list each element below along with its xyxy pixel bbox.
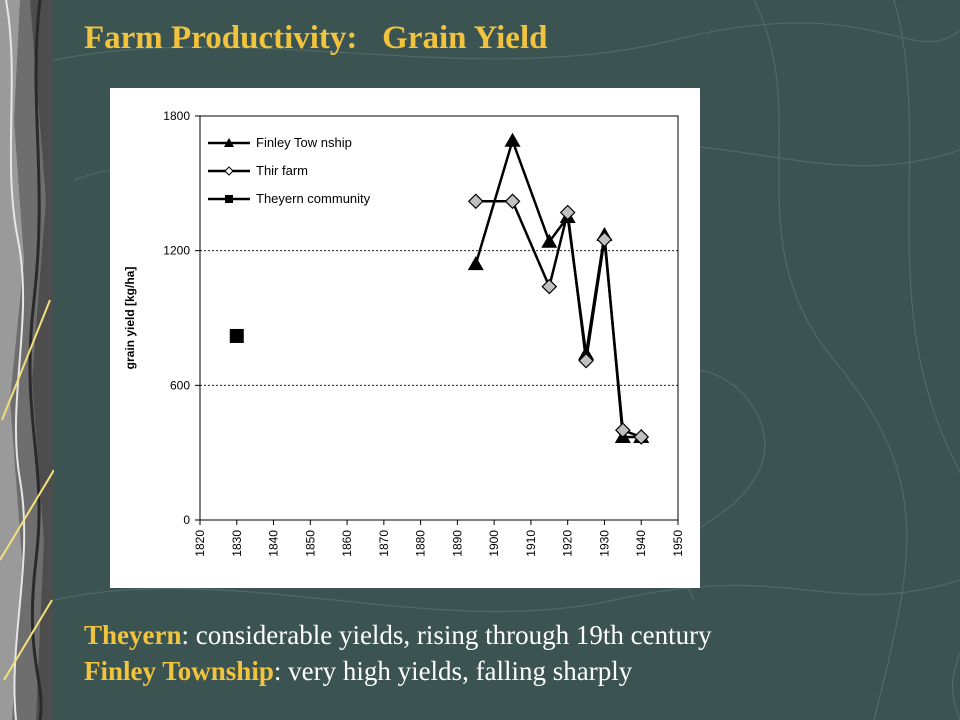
decorative-map-strip: [0, 0, 54, 720]
x-tick-label: 1920: [561, 530, 575, 557]
x-tick-label: 1840: [267, 530, 281, 557]
point-triangle: [541, 233, 558, 248]
chart-panel: 0 600 1200 1800 1820 1830 1840 1850 1860 1870 1880…: [110, 88, 700, 588]
y-tick-label: 0: [183, 513, 190, 527]
caption-line-finley: Finley Township: very high yields, falli…: [84, 656, 632, 687]
x-tick-label: 1950: [671, 530, 685, 557]
legend-marker-diamond: [224, 166, 234, 176]
legend-marker-square: [225, 195, 233, 203]
point-triangle: [504, 132, 521, 147]
y-tick-label: 1800: [163, 109, 190, 123]
legend-marker-triangle: [224, 138, 234, 147]
legend-label: Theyern community: [256, 191, 371, 206]
legend-label: Finley Tow nship: [256, 135, 352, 150]
point-diamond: [633, 429, 650, 445]
point-triangle: [467, 256, 484, 271]
point-diamond: [596, 231, 613, 248]
point-diamond: [559, 204, 576, 221]
caption-text-finley: : very high yields, falling sharply: [273, 656, 633, 686]
point-diamond: [504, 193, 521, 210]
x-tick-label: 1850: [303, 530, 317, 557]
caption-label-finley: Finley Township: [84, 656, 274, 686]
point-diamond: [541, 278, 558, 295]
x-tick-label: 1890: [450, 530, 464, 557]
x-tick-label: 1940: [634, 530, 648, 557]
x-tick-label: 1910: [524, 530, 538, 557]
caption-text-theyern: : considerable yields, rising through 19…: [181, 620, 712, 650]
x-tick-label: 1860: [340, 530, 354, 557]
point-diamond: [578, 352, 594, 369]
x-tick-label: 1900: [487, 530, 501, 557]
grain-yield-chart: 0 600 1200 1800 1820 1830 1840 1850 1860 1870 1880…: [123, 109, 685, 557]
y-tick-label: 1200: [163, 244, 190, 258]
series-line-diamond: [475, 200, 642, 439]
x-tick-label: 1880: [414, 530, 428, 557]
y-axis-label: grain yield [kg/ha]: [123, 267, 137, 370]
y-tick-label: 600: [170, 378, 190, 392]
x-tick-label: 1830: [230, 530, 244, 557]
point-diamond: [467, 193, 484, 210]
point-diamond: [614, 422, 631, 439]
plot-area: [199, 115, 679, 521]
legend-label: Thir farm: [256, 163, 308, 178]
x-tick-label: 1930: [597, 530, 611, 557]
slide-title: Farm Productivity: Grain Yield: [84, 20, 548, 56]
point-square: [229, 328, 244, 343]
caption-line-theyern: Theyern: considerable yields, rising thr…: [84, 620, 712, 651]
x-tick-label: 1870: [377, 530, 391, 557]
caption-label-theyern: Theyern: [84, 620, 182, 650]
x-tick-label: 1820: [193, 530, 207, 557]
